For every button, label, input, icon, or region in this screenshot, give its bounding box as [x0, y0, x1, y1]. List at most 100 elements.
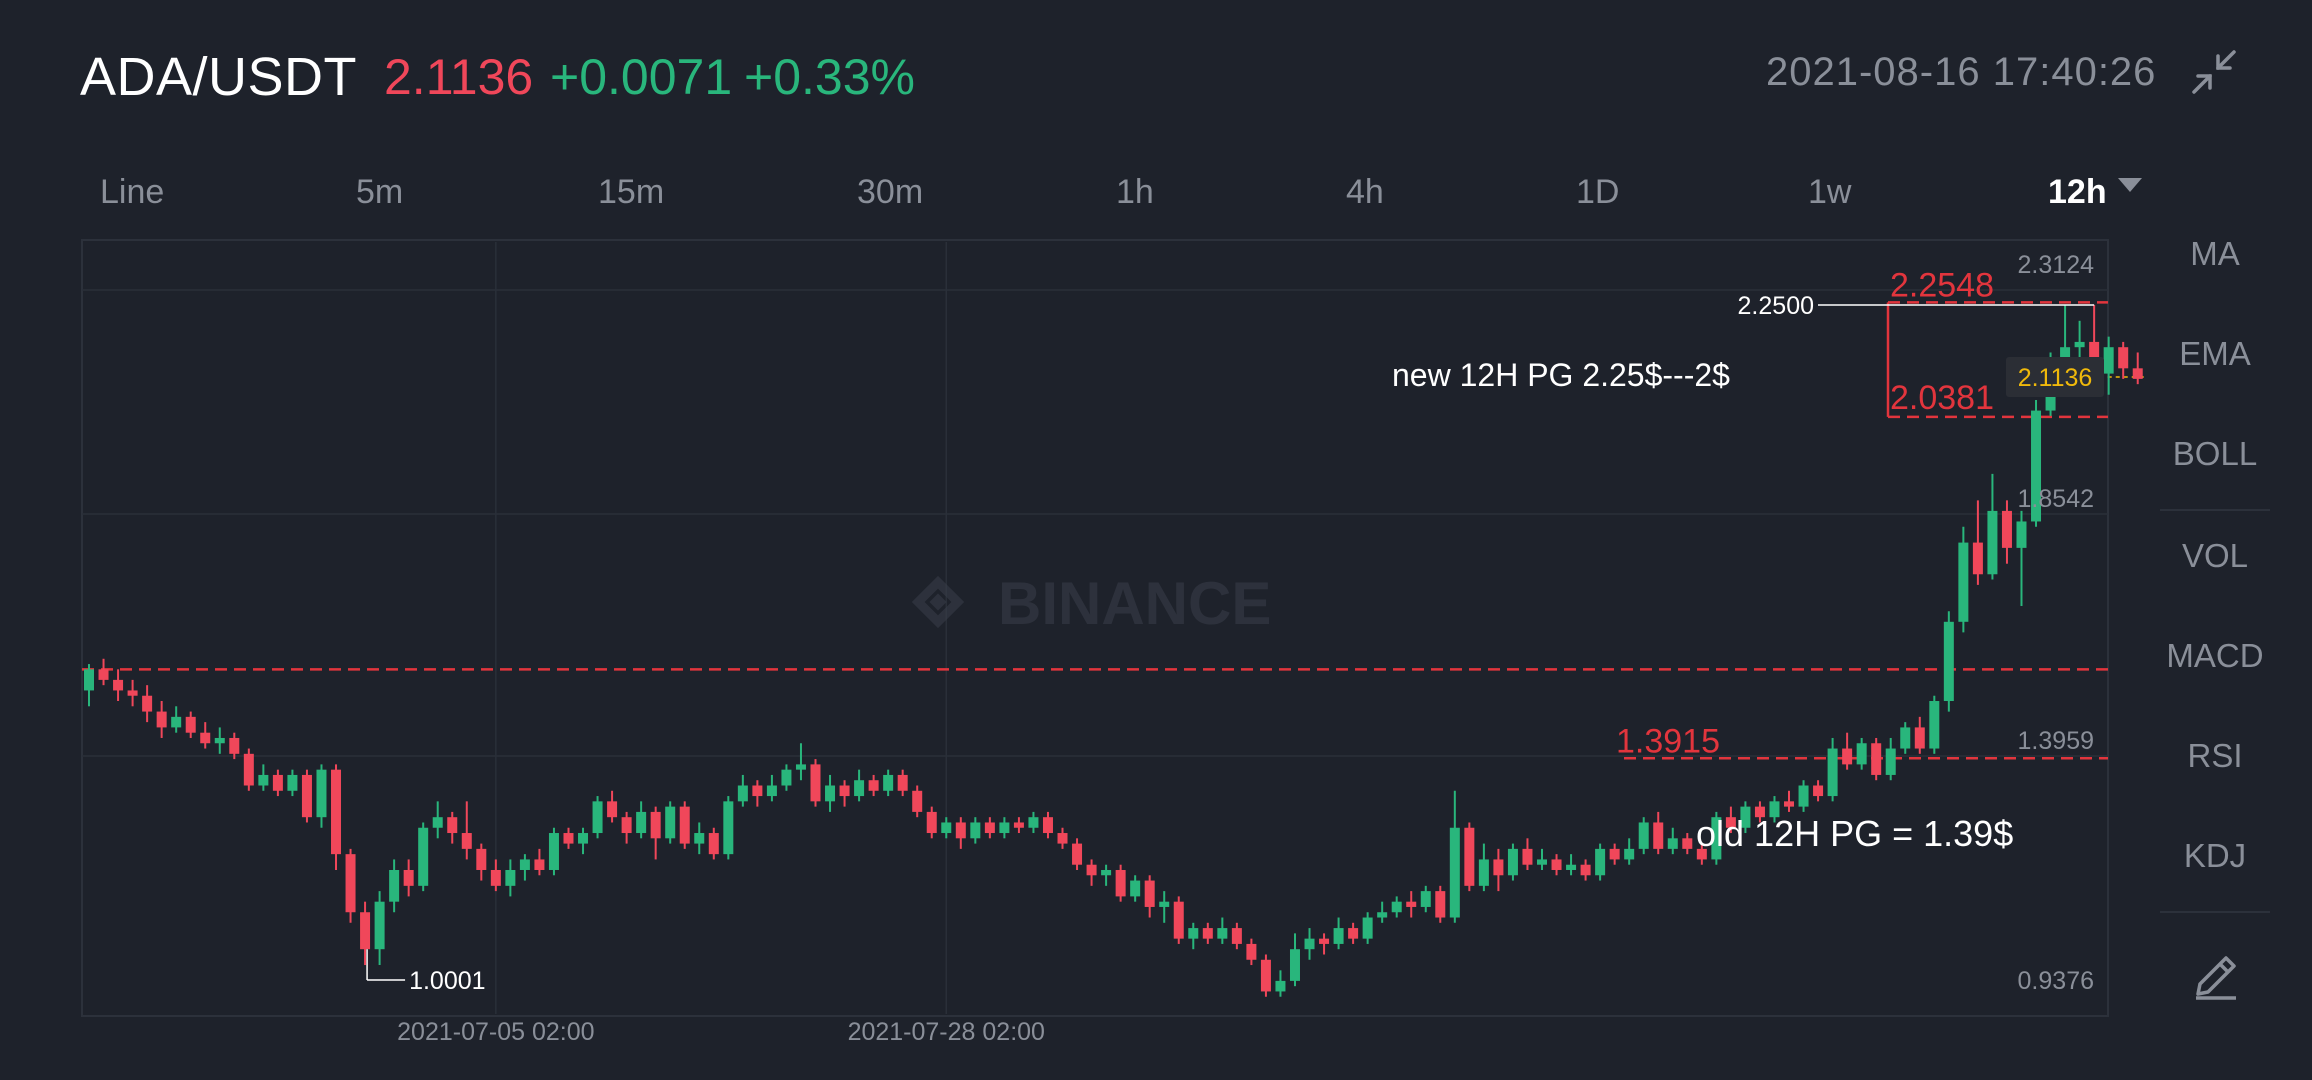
candle [810, 759, 821, 807]
candle-body [2074, 341, 2085, 348]
candle [171, 706, 182, 733]
candle-body [1522, 848, 1533, 865]
candle-body [563, 833, 574, 844]
indicator-kdj[interactable]: KDJ [2183, 837, 2247, 874]
candle [955, 817, 966, 849]
annotation-new-pg: new 12H PG 2.25$---2$ [1392, 357, 1730, 393]
candle-body [1435, 891, 1446, 918]
tab-5m[interactable]: 5m [356, 173, 404, 211]
candle-body [1304, 938, 1315, 950]
candle [505, 859, 516, 897]
candle [1943, 611, 1954, 712]
candle [1696, 843, 1707, 865]
candle-body [1667, 838, 1678, 849]
candle-body [941, 822, 952, 834]
tab-30m[interactable]: 30m [857, 173, 924, 211]
candle [200, 722, 211, 749]
candle-body [1493, 859, 1504, 876]
y-tick-label: 1.8542 [2018, 485, 2094, 513]
candle-body [534, 859, 545, 870]
candle [781, 764, 792, 791]
candle [1827, 737, 1838, 802]
candle [98, 658, 109, 686]
candle [1173, 896, 1184, 944]
indicator-rsi[interactable]: RSI [2187, 737, 2243, 774]
candle [694, 822, 705, 855]
candle-body [258, 774, 269, 786]
indicator-macd[interactable]: MACD [2166, 637, 2264, 674]
candle-body [505, 869, 516, 886]
candle-body [723, 801, 734, 855]
candle-body [1638, 822, 1649, 849]
candle-body [1842, 748, 1853, 765]
candle-body [955, 822, 966, 839]
tab-15m[interactable]: 15m [598, 173, 665, 211]
tab-12h[interactable]: 12h [2048, 173, 2107, 211]
x-tick-label: 2021-07-05 02:00 [397, 1018, 594, 1046]
candle [1231, 922, 1242, 950]
timestamp: 2021-08-16 17:40:26 [1766, 50, 2157, 94]
candle [563, 827, 574, 849]
candle-body [1900, 727, 1911, 749]
pencil-icon[interactable] [2188, 948, 2244, 1004]
candle [1987, 473, 1998, 580]
indicator-vol[interactable]: VOL [2181, 537, 2249, 574]
indicator-boll[interactable]: BOLL [2172, 435, 2258, 472]
candle-body [1406, 901, 1417, 907]
candle [301, 769, 312, 823]
tab-1h[interactable]: 1h [1116, 173, 1154, 211]
candle-body [2103, 347, 2114, 374]
candle-body [1595, 848, 1606, 876]
tab-4h[interactable]: 4h [1346, 173, 1384, 211]
candle [447, 811, 458, 844]
candle-body [897, 774, 908, 791]
candle-body [447, 817, 458, 834]
candle [825, 774, 836, 812]
binance-watermark: BINANCE [911, 570, 1271, 637]
candle-body [1072, 843, 1083, 865]
candle [1711, 811, 1722, 865]
line-label: 2.0381 [1890, 379, 1994, 417]
candle [1580, 859, 1591, 881]
candle-body [301, 774, 312, 818]
candle-body [1478, 859, 1489, 886]
y-tick-label: 2.3124 [2018, 251, 2095, 279]
candle [476, 843, 487, 881]
candle-body [1943, 621, 1954, 702]
ticker-header: ADA/USDT 2.1136 +0.0071 +0.33% 2021-08-1… [0, 0, 2312, 150]
tab-line[interactable]: Line [100, 173, 165, 211]
candle-body [1856, 743, 1867, 765]
chevron-down-icon[interactable] [2118, 178, 2142, 192]
candle-body [1537, 859, 1547, 865]
tab-1w[interactable]: 1w [1808, 173, 1852, 211]
candle-body [432, 817, 443, 828]
candle [185, 711, 196, 738]
candle-body [156, 711, 167, 728]
candle-body [810, 764, 821, 802]
candle [1537, 848, 1547, 870]
high-label: 2.2500 [1738, 292, 1814, 320]
candle-body [1885, 748, 1896, 775]
candle [2132, 352, 2143, 385]
collapse-icon[interactable] [2188, 46, 2240, 98]
candle-body [243, 753, 254, 786]
candle-body [519, 859, 530, 870]
candle-body [1449, 827, 1460, 918]
indicator-ema[interactable]: EMA [2179, 335, 2251, 372]
candle [490, 859, 501, 892]
candle-body [374, 901, 385, 950]
candle [214, 727, 225, 754]
candle [854, 769, 865, 802]
candle [1609, 843, 1620, 865]
indicator-ma[interactable]: MA [2190, 235, 2240, 272]
candle-body [1929, 701, 1940, 749]
binance-logo-icon [911, 575, 965, 629]
candle [1798, 780, 1809, 812]
candle [229, 732, 240, 760]
candle [156, 701, 167, 738]
candle [331, 764, 342, 870]
candle-body [2060, 347, 2071, 364]
tab-1d[interactable]: 1D [1576, 173, 1620, 211]
trading-pair[interactable]: ADA/USDT [80, 47, 358, 107]
